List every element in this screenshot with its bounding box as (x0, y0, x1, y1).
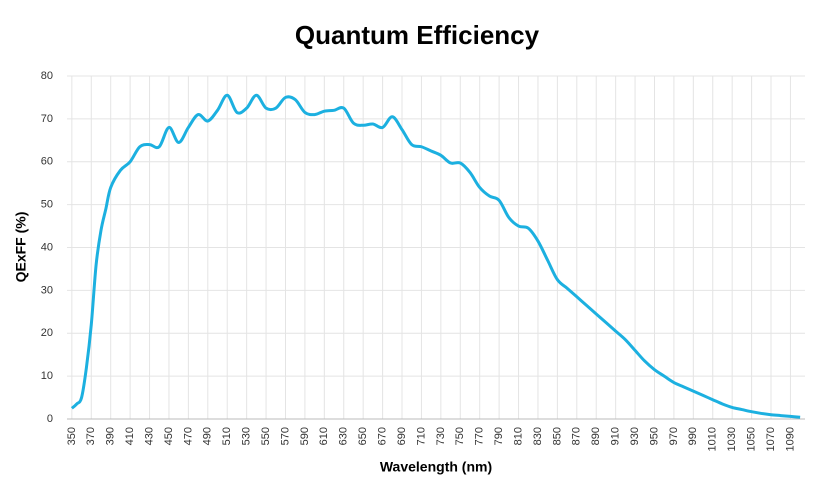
x-tick-label: 970 (668, 427, 680, 445)
x-tick-label: 430 (143, 427, 155, 445)
x-tick-label: 630 (338, 427, 350, 445)
y-tick-label: 60 (41, 156, 53, 168)
data-line (70, 93, 801, 419)
y-tick-label: 30 (41, 284, 53, 296)
x-tick-label: 850 (551, 427, 563, 445)
x-tick-label: 450 (163, 427, 175, 445)
y-tick-label: 40 (41, 241, 53, 253)
y-axis-label: QExFF (%) (13, 212, 29, 283)
x-tick-label: 490 (202, 427, 214, 445)
x-tick-label: 390 (105, 427, 117, 445)
x-tick-label: 1050 (745, 427, 757, 451)
x-tick-label: 1070 (765, 427, 777, 451)
x-tick-label: 790 (493, 427, 505, 445)
y-tick-label: 0 (47, 413, 53, 425)
x-tick-label: 670 (376, 427, 388, 445)
chart-title: Quantum Efficiency (295, 20, 540, 50)
x-tick-label: 410 (124, 427, 136, 445)
x-tick-label: 530 (241, 427, 253, 445)
x-tick-label: 1090 (784, 427, 796, 451)
x-tick-label: 890 (590, 427, 602, 445)
x-tick-label: 910 (610, 427, 622, 445)
x-axis-label: Wavelength (nm) (380, 459, 492, 475)
x-tick-label: 1030 (726, 427, 738, 451)
x-tick-label: 710 (415, 427, 427, 445)
x-tick-label: 690 (396, 427, 408, 445)
y-tick-label: 20 (41, 327, 53, 339)
x-tick-label: 770 (474, 427, 486, 445)
x-tick-label: 550 (260, 427, 272, 445)
x-tick-label: 350 (66, 427, 78, 445)
x-tick-label: 570 (279, 427, 291, 445)
x-tick-label: 730 (435, 427, 447, 445)
x-tick-label: 470 (182, 427, 194, 445)
x-tick-label: 650 (357, 427, 369, 445)
x-tick-label: 370 (85, 427, 97, 445)
x-tick-label: 1010 (707, 427, 719, 451)
x-tick-label: 610 (318, 427, 330, 445)
x-tick-label: 830 (532, 427, 544, 445)
x-tick-label: 510 (221, 427, 233, 445)
x-tick-label: 930 (629, 427, 641, 445)
x-tick-label: 590 (299, 427, 311, 445)
y-tick-label: 70 (41, 113, 53, 125)
y-tick-label: 50 (41, 199, 53, 211)
y-tick-label: 10 (41, 370, 53, 382)
x-tick-label: 990 (687, 427, 699, 445)
x-tick-label: 750 (454, 427, 466, 445)
y-tick-label: 80 (41, 70, 53, 82)
x-tick-label: 950 (648, 427, 660, 445)
x-tick-label: 810 (512, 427, 524, 445)
x-tick-label: 870 (571, 427, 583, 445)
